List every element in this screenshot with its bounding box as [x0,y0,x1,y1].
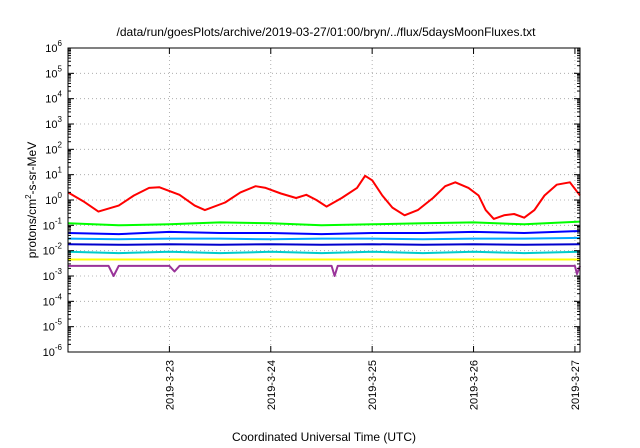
y-tick-label: 106 [45,39,62,55]
x-tick-label: 2019-3-23 [164,360,176,410]
series-group [67,174,581,277]
y-tick-label: 10-4 [43,292,63,308]
series-line-1 [67,220,581,227]
y-tick-label: 103 [45,115,62,131]
y-tick-label: 100 [45,191,62,207]
y-ticks: 106 105 104 103 102 101 100 10-1 10-2 10-3 10-4 10-… [43,39,580,359]
y-tick-label: 102 [45,140,62,156]
y-tick-label: 10-2 [43,242,63,258]
y-tick-label: 10-3 [43,267,63,283]
series-line-5 [67,250,581,255]
chart-title: /data/run/goesPlots/archive/2019-03-27/0… [117,25,537,39]
x-axis-label: Coordinated Universal Time (UTC) [232,430,416,444]
y-tick-label: 10-5 [43,318,63,334]
y-tick-label: 10-6 [43,343,63,359]
series-line-4 [67,243,581,246]
x-tick-label: 2019-3-27 [570,360,582,410]
series-line-0 [67,174,581,220]
series-line-7 [68,264,581,277]
series-line-2 [67,230,581,236]
y-tick-label: 104 [45,90,62,106]
y-axis-label: protons/cm2-s-sr-MeV [24,142,39,258]
x-tick-label: 2019-3-26 [469,360,481,410]
x-ticks: 2019-3-23 2019-3-24 2019-3-25 2019-3-26 2019… [164,48,582,410]
x-tick-label: 2019-3-24 [266,360,278,410]
y-tick-label: 10-1 [43,216,63,232]
y-tick-label: 105 [45,64,62,80]
x-tick-label: 2019-3-25 [367,360,379,410]
grid [68,48,580,352]
series-line-3 [67,236,581,241]
y-tick-label: 101 [45,166,62,182]
